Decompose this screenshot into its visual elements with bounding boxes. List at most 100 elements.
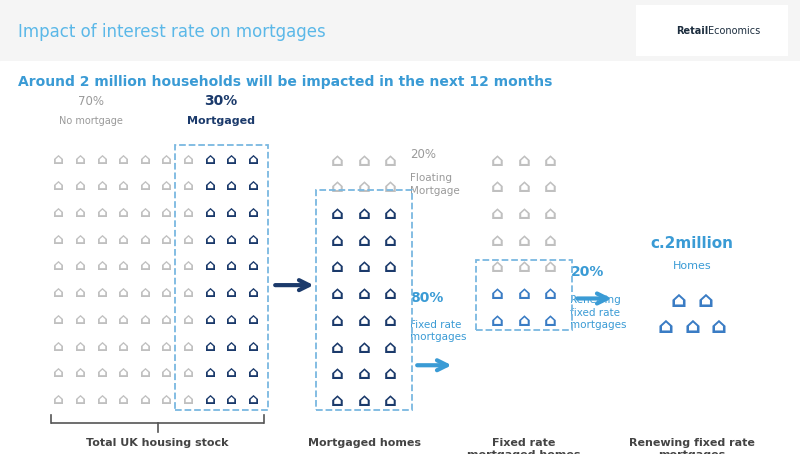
Text: ⌂: ⌂: [205, 205, 215, 220]
Text: Impact of interest rate on mortgages: Impact of interest rate on mortgages: [18, 23, 326, 41]
Text: ⌂: ⌂: [248, 365, 258, 380]
Text: ⌂: ⌂: [205, 178, 215, 193]
Text: ⌂: ⌂: [205, 339, 215, 354]
Text: ⌂: ⌂: [658, 317, 674, 337]
Text: Around 2 million households will be impacted in the next 12 months: Around 2 million households will be impa…: [18, 75, 552, 89]
Text: ⌂: ⌂: [671, 291, 686, 311]
Text: ⌂: ⌂: [162, 258, 172, 273]
Text: ⌂: ⌂: [75, 392, 86, 407]
Text: ⌂: ⌂: [97, 339, 107, 354]
Text: Mortgaged: Mortgaged: [187, 116, 254, 126]
Text: ⌂: ⌂: [183, 339, 194, 354]
Text: ⌂: ⌂: [248, 152, 258, 167]
Text: ⌂: ⌂: [75, 365, 86, 380]
Text: ⌂: ⌂: [140, 312, 150, 327]
Text: ⌂: ⌂: [118, 365, 129, 380]
Text: Retail: Retail: [676, 25, 708, 36]
Text: ⌂: ⌂: [491, 205, 504, 223]
Text: ⌂: ⌂: [75, 178, 86, 193]
Text: ⌂: ⌂: [331, 285, 344, 303]
Text: ⌂: ⌂: [384, 339, 397, 356]
Text: ⌂: ⌂: [162, 178, 172, 193]
Text: Total UK housing stock: Total UK housing stock: [86, 438, 229, 448]
Text: ⌂: ⌂: [140, 258, 150, 273]
Text: ⌂: ⌂: [248, 178, 258, 193]
Text: ⌂: ⌂: [54, 285, 64, 300]
Text: ⌂: ⌂: [97, 285, 107, 300]
Text: ⌂: ⌂: [162, 312, 172, 327]
Text: ⌂: ⌂: [358, 392, 370, 410]
Text: ⌂: ⌂: [205, 232, 215, 247]
Text: ⌂: ⌂: [118, 392, 129, 407]
Text: ⌂: ⌂: [248, 205, 258, 220]
Text: ⌂: ⌂: [518, 258, 530, 276]
Text: ⌂: ⌂: [544, 152, 557, 170]
Text: ⌂: ⌂: [248, 285, 258, 300]
Text: ⌂: ⌂: [226, 205, 237, 220]
Text: ⌂: ⌂: [97, 258, 107, 273]
Text: ⌂: ⌂: [358, 258, 370, 276]
Text: Fixed rate
mortgages: Fixed rate mortgages: [410, 320, 467, 342]
Text: ⌂: ⌂: [384, 258, 397, 276]
Text: ⌂: ⌂: [248, 312, 258, 327]
Text: ⌂: ⌂: [384, 312, 397, 330]
Text: ⌂: ⌂: [54, 178, 64, 193]
Text: ⌂: ⌂: [358, 339, 370, 356]
Text: ⌂: ⌂: [162, 392, 172, 407]
Text: ⌂: ⌂: [54, 365, 64, 380]
Text: ⌂: ⌂: [118, 258, 129, 273]
Text: ⌂: ⌂: [140, 339, 150, 354]
Text: ⌂: ⌂: [140, 365, 150, 380]
Text: ⌂: ⌂: [183, 392, 194, 407]
Text: Mortgaged homes: Mortgaged homes: [307, 438, 421, 448]
Text: ⌂: ⌂: [698, 291, 713, 311]
Text: ⌂: ⌂: [205, 365, 215, 380]
Text: ⌂: ⌂: [118, 285, 129, 300]
Text: ⌂: ⌂: [358, 285, 370, 303]
Text: ⌂: ⌂: [118, 312, 129, 327]
Text: Renewing fixed rate
mortgages: Renewing fixed rate mortgages: [629, 438, 755, 454]
Text: ⌂: ⌂: [248, 392, 258, 407]
Text: ⌂: ⌂: [331, 392, 344, 410]
Text: ⌂: ⌂: [248, 339, 258, 354]
Text: ⌂: ⌂: [183, 152, 194, 167]
Text: ⌂: ⌂: [384, 365, 397, 383]
Text: 30%: 30%: [204, 94, 238, 109]
Text: ⌂: ⌂: [140, 178, 150, 193]
Text: ⌂: ⌂: [97, 365, 107, 380]
Text: ⌂: ⌂: [544, 258, 557, 276]
Text: ⌂: ⌂: [544, 285, 557, 303]
Text: ⌂: ⌂: [226, 258, 237, 273]
Text: ⌂: ⌂: [331, 312, 344, 330]
Text: ⌂: ⌂: [226, 312, 237, 327]
Text: ⌂: ⌂: [75, 205, 86, 220]
Text: ⌂: ⌂: [54, 232, 64, 247]
Text: ⌂: ⌂: [162, 205, 172, 220]
Text: 20%: 20%: [410, 148, 437, 161]
Text: ⌂: ⌂: [162, 152, 172, 167]
Text: Floating
Mortgage: Floating Mortgage: [410, 173, 460, 196]
Text: ⌂: ⌂: [331, 178, 344, 196]
Text: Fixed rate
mortgaged homes: Fixed rate mortgaged homes: [467, 438, 581, 454]
Text: ⌂: ⌂: [75, 258, 86, 273]
Text: ⌂: ⌂: [358, 312, 370, 330]
Text: ⌂: ⌂: [118, 178, 129, 193]
Text: ⌂: ⌂: [358, 365, 370, 383]
Text: ⌂: ⌂: [248, 258, 258, 273]
Text: ⌂: ⌂: [183, 258, 194, 273]
Text: ⌂: ⌂: [491, 258, 504, 276]
Text: ⌂: ⌂: [118, 232, 129, 247]
Text: ⌂: ⌂: [140, 232, 150, 247]
Text: ⌂: ⌂: [331, 365, 344, 383]
Text: ⌂: ⌂: [384, 392, 397, 410]
Text: ⌂: ⌂: [331, 205, 344, 223]
Text: ⌂: ⌂: [75, 312, 86, 327]
Text: ⌂: ⌂: [183, 205, 194, 220]
Text: ⌂: ⌂: [75, 339, 86, 354]
Text: ⌂: ⌂: [518, 178, 530, 196]
Text: ⌂: ⌂: [384, 285, 397, 303]
Text: No mortgage: No mortgage: [59, 116, 123, 126]
Text: ⌂: ⌂: [54, 312, 64, 327]
Text: ⌂: ⌂: [97, 232, 107, 247]
Text: ⌂: ⌂: [183, 232, 194, 247]
